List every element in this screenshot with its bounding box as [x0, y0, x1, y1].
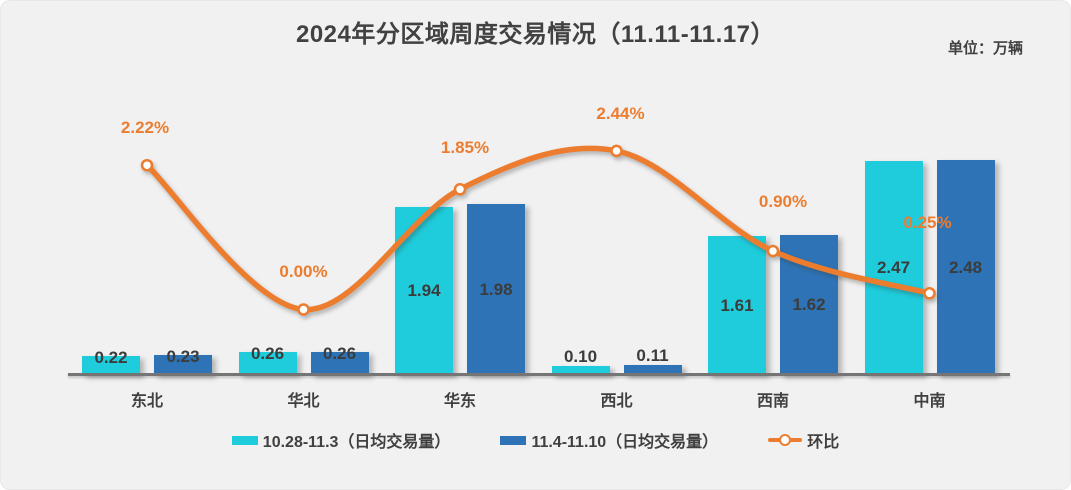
legend-label-week1: 10.28-11.3（日均交易量） — [262, 434, 451, 451]
category-label-0: 东北 — [130, 393, 163, 410]
unit-label: 单位：万辆 — [947, 40, 1023, 57]
bar-series1-1[interactable] — [238, 352, 297, 375]
bar-series2-0[interactable] — [154, 355, 212, 375]
legend-label-ratio: 环比 — [807, 434, 840, 451]
bar-value-label: 1.62 — [792, 295, 826, 314]
legend-item-week1[interactable]: 10.28-11.3（日均交易量） — [231, 428, 451, 452]
bar-value-label: 0.11 — [636, 346, 669, 365]
line-value-label-3: 2.44% — [596, 103, 645, 123]
blue-bar-swatch-icon — [500, 435, 527, 445]
line-value-label-2: 1.85% — [440, 138, 490, 158]
bar-series1-3[interactable] — [551, 366, 610, 375]
legend-item-ratio[interactable]: 环比 — [768, 428, 839, 452]
bar-series1-0[interactable] — [82, 356, 140, 375]
line-point-marker-0[interactable] — [140, 158, 154, 172]
bar-value-label: 0.26 — [250, 344, 285, 363]
bar-series2-1[interactable] — [310, 352, 369, 375]
line-point-marker-5[interactable] — [923, 287, 936, 300]
bar-value-label: 0.22 — [94, 348, 128, 367]
legend-label-week2: 11.4-11.10（日均交易量） — [531, 434, 719, 451]
category-label-5: 中南 — [913, 393, 946, 410]
bar-value-label: 0.26 — [322, 344, 357, 363]
x-axis-line — [68, 373, 1010, 376]
bar-value-label: 0.23 — [166, 347, 200, 366]
cyan-bar-swatch-icon — [231, 435, 258, 445]
legend-item-week2[interactable]: 11.4-11.10（日均交易量） — [500, 428, 718, 452]
line-value-label-0: 2.22% — [120, 118, 170, 138]
bar-series2-5[interactable] — [936, 160, 995, 375]
line-value-label-1: 0.00% — [279, 261, 328, 281]
category-label-2: 华东 — [443, 393, 476, 410]
trend-line-dot-icon — [779, 434, 792, 446]
category-label-1: 华北 — [287, 393, 320, 410]
line-point-marker-2[interactable] — [453, 183, 467, 196]
bar-value-label: 0.10 — [563, 347, 598, 366]
line-point-marker-4[interactable] — [766, 244, 780, 258]
line-value-label-4: 0.90% — [758, 192, 808, 211]
category-label-3: 西北 — [600, 393, 633, 410]
chart-title: 2024年分区域周度交易情况（11.11-11.17） — [295, 21, 776, 48]
legend: 10.28-11.3（日均交易量） 11.4-11.10（日均交易量） 环比 — [0, 428, 1071, 452]
bar-value-label: 1.98 — [479, 279, 513, 299]
trend-line-swatch-icon — [768, 434, 803, 446]
category-label-4: 西南 — [756, 393, 789, 410]
line-point-marker-1[interactable] — [297, 303, 310, 316]
bar-value-label: 2.48 — [948, 257, 983, 277]
line-point-marker-3[interactable] — [610, 144, 623, 158]
line-value-label-5: 0.25% — [903, 213, 952, 233]
bar-series2-3[interactable] — [623, 365, 682, 375]
